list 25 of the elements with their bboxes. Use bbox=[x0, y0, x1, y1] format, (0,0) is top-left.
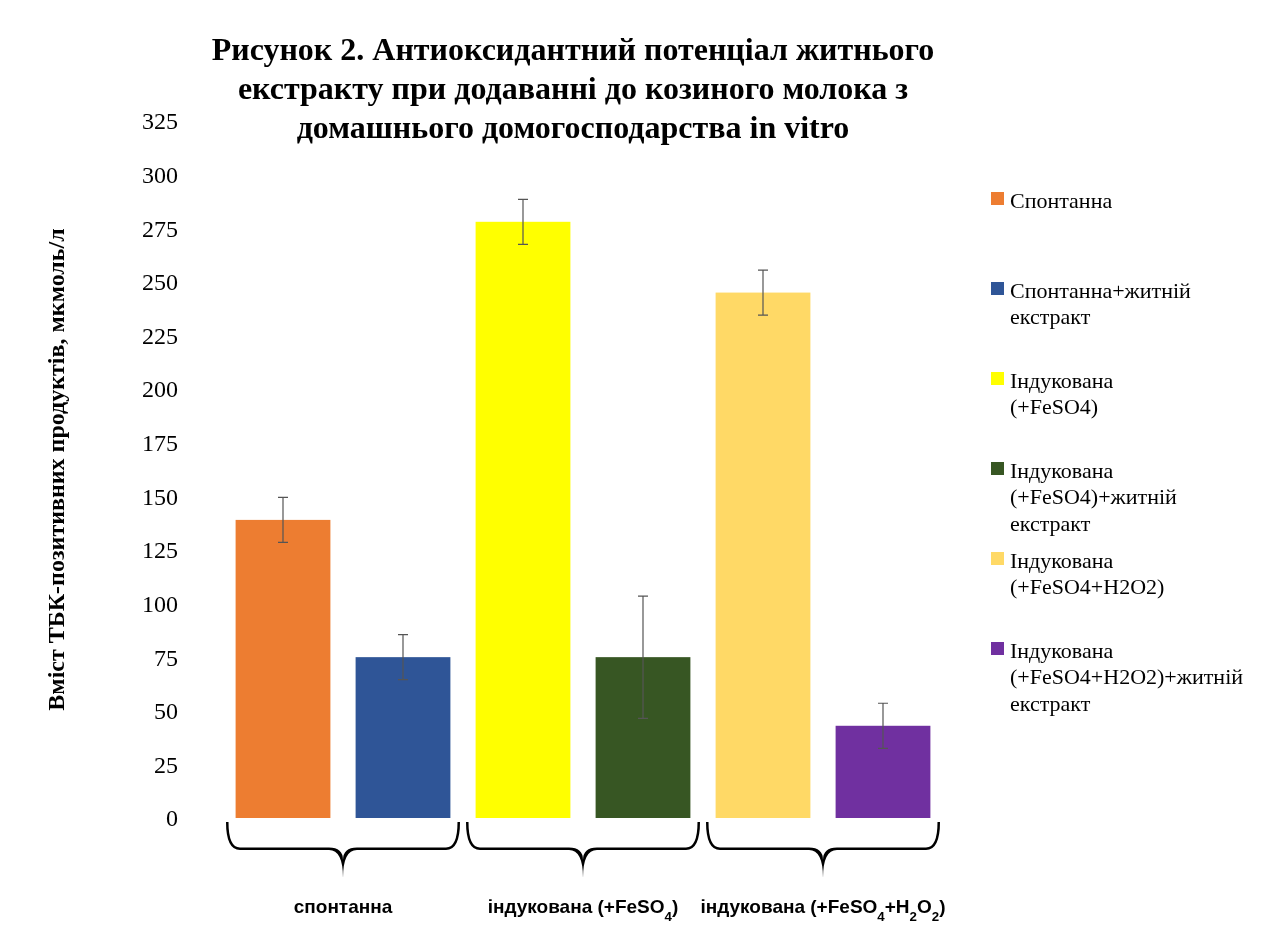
legend-label: Спонтанна+житній екстракт bbox=[1010, 277, 1192, 330]
y-tick-label: 225 bbox=[142, 322, 178, 349]
y-tick-label: 125 bbox=[142, 537, 178, 564]
y-axis-title: Вміст ТБК-позитивних продуктів, мкмоль/л bbox=[43, 228, 70, 711]
y-tick-label: 325 bbox=[142, 108, 178, 135]
legend-label: Індукована (+FeSO4)+житній екстракт bbox=[1010, 457, 1178, 536]
legend-label: Індукована (+FeSO4+H2O2)+житній екстракт bbox=[1010, 637, 1244, 716]
text: індукована (+FeSO$_{4}$+H$_{2}$O$_{2}$) bbox=[700, 896, 946, 924]
y-tick-label: 250 bbox=[142, 269, 178, 296]
y-tick-label: 50 bbox=[154, 698, 178, 725]
text: спонтанна bbox=[293, 896, 393, 917]
legend-label: Індукована (+FeSO4) bbox=[1010, 367, 1114, 420]
y-tick-label: 175 bbox=[142, 430, 178, 457]
y-tick-label: 0 bbox=[166, 805, 178, 832]
y-tick-label: 300 bbox=[142, 162, 178, 189]
y-tick-label: 25 bbox=[154, 751, 178, 778]
y-tick-label: 275 bbox=[142, 215, 178, 242]
chart-title: Рисунок 2. Антиоксидантний потенціал житнього екстракту при додаванні до козиного молока з домашнього домогосподарства in vitro bbox=[211, 31, 935, 145]
y-tick-label: 200 bbox=[142, 376, 178, 403]
y-tick-label: 100 bbox=[142, 590, 178, 617]
y-tick-label: 75 bbox=[154, 644, 178, 671]
legend-label: Спонтанна bbox=[1010, 187, 1113, 213]
text: індукована (+FeSO$_{4}$) bbox=[487, 896, 679, 924]
legend-label: Індукована (+FeSO4+H2O2) bbox=[1010, 547, 1165, 600]
y-tick-label: 150 bbox=[142, 483, 178, 510]
